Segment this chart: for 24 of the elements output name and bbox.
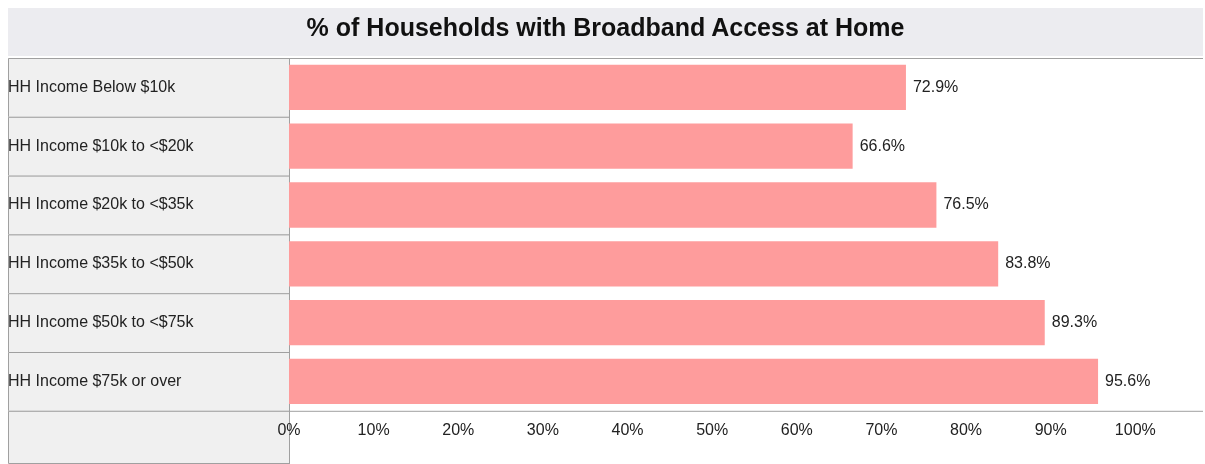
x-tick-label: 30% xyxy=(526,420,559,438)
data-label: 76.5% xyxy=(943,195,989,213)
x-tick-label: 80% xyxy=(950,420,983,438)
y-tick-label: HH Income Below $10k xyxy=(8,77,177,95)
x-tick-label: 60% xyxy=(780,420,813,438)
x-tick-label: 70% xyxy=(865,420,898,438)
chart-title: % of Households with Broadband Access at Home xyxy=(306,12,905,41)
x-tick-label: 40% xyxy=(611,420,644,438)
y-tick-label: HH Income $75k or over xyxy=(8,371,183,389)
x-tick-label: 90% xyxy=(1034,420,1067,438)
x-tick-label: 20% xyxy=(442,420,475,438)
y-tick-label: HH Income $50k to <$75k xyxy=(8,313,195,331)
y-tick-label: HH Income $10k to <$20k xyxy=(8,136,195,154)
data-label: 95.6% xyxy=(1105,371,1151,389)
x-tick-label: 50% xyxy=(696,420,729,438)
x-tick-label: 100% xyxy=(1114,420,1156,438)
data-label: 89.3% xyxy=(1051,313,1098,331)
x-tick-label: 10% xyxy=(357,420,390,438)
data-label: 66.6% xyxy=(859,136,906,154)
x-tick-label: 0% xyxy=(277,420,301,438)
y-tick-label: HH Income $35k to <$50k xyxy=(8,254,195,272)
data-label: 72.9% xyxy=(912,77,959,95)
y-tick-label: HH Income $20k to <$35k xyxy=(8,195,195,213)
data-label: 83.8% xyxy=(1005,254,1051,272)
